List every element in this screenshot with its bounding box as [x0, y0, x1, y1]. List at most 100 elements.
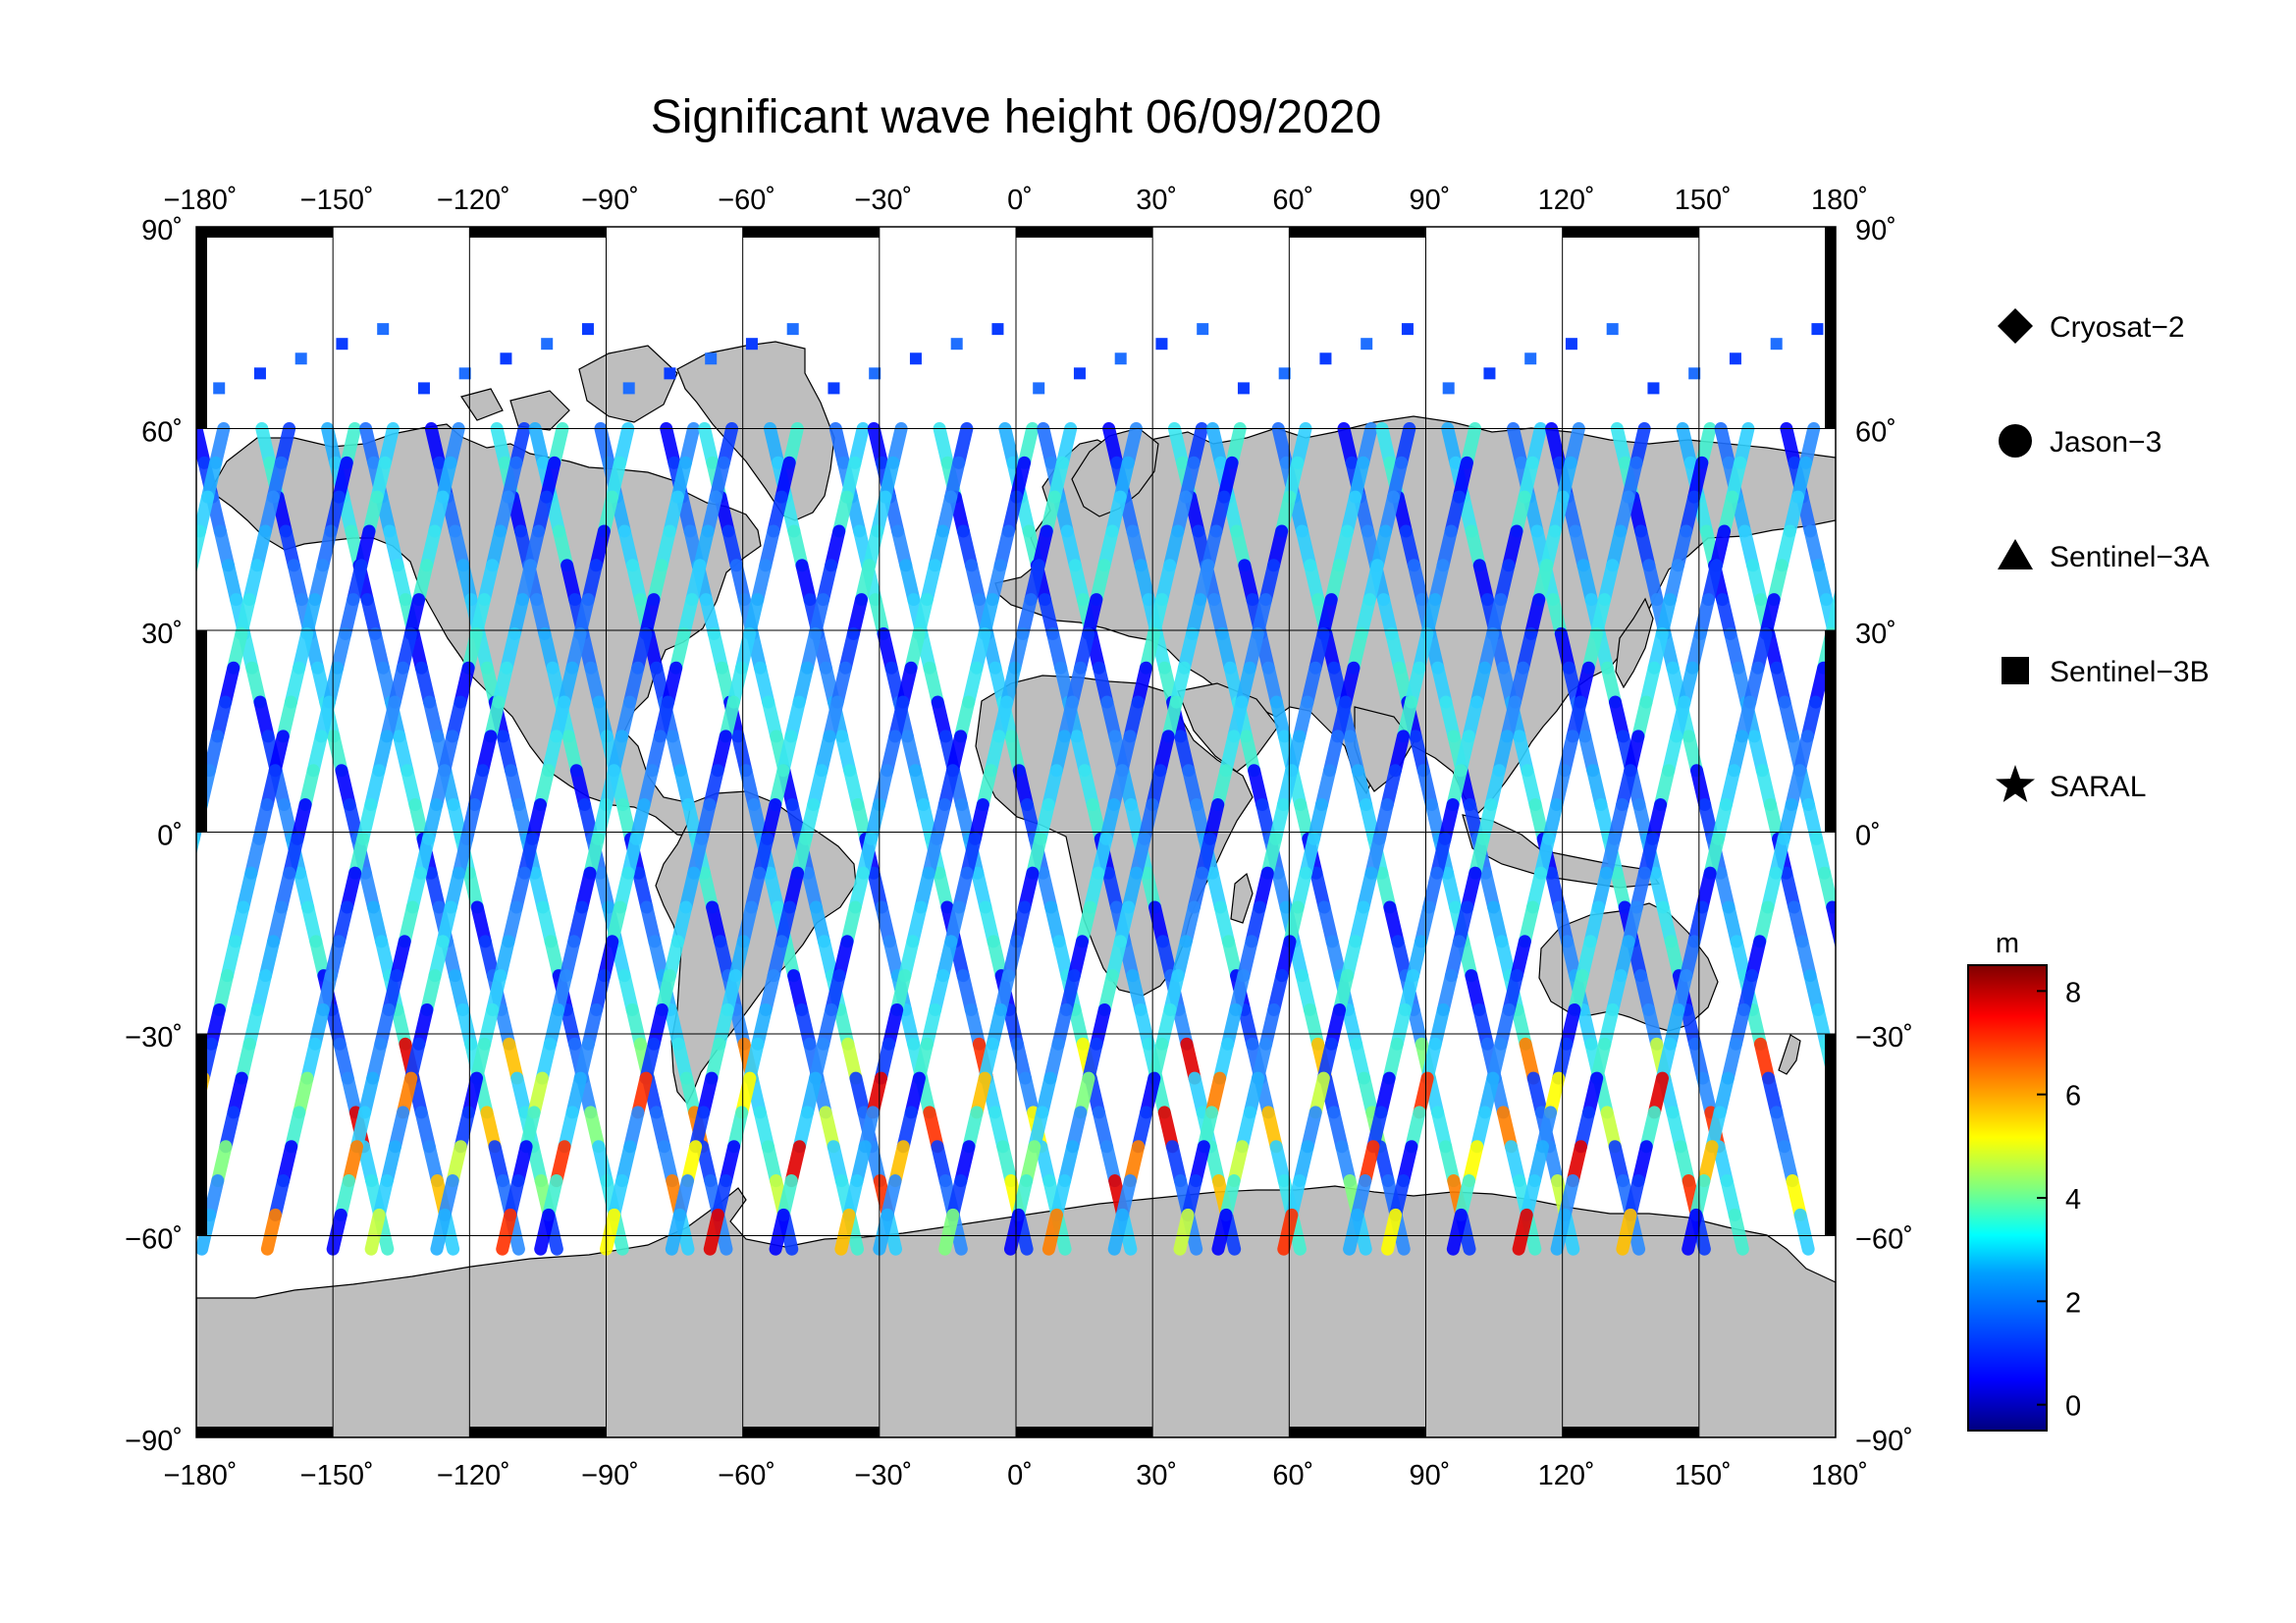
track-segment	[56, 1112, 64, 1147]
frame-bar-bottom	[1289, 1427, 1426, 1437]
chart-title: Significant wave height 06/09/2020	[650, 91, 1382, 143]
lon-tick-label-top: −180˚	[164, 185, 238, 216]
track-marker	[1073, 367, 1086, 380]
lon-tick-label-top: −150˚	[300, 185, 374, 216]
track-marker	[377, 323, 390, 336]
colorbar-tick-label: 8	[2065, 977, 2081, 1008]
track-segment	[196, 1106, 202, 1137]
lon-tick-label-bottom: −120˚	[437, 1460, 510, 1491]
track-segment	[1884, 566, 1892, 600]
lat-tick-label-left: 30˚	[141, 619, 183, 650]
track-segment	[1826, 900, 1836, 947]
lat-tick-label-left: 0˚	[157, 821, 183, 852]
track-segment	[1848, 976, 1856, 1010]
track-segment	[260, 1208, 282, 1256]
track-segment	[1842, 668, 1850, 702]
track-marker	[664, 367, 676, 380]
colorbar-gradient	[1967, 964, 2048, 1432]
track-segment	[178, 873, 186, 907]
frame-bar-top	[742, 227, 880, 238]
track-marker	[1770, 338, 1783, 351]
track-segment	[1963, 907, 1971, 942]
track-marker	[581, 323, 594, 336]
frame-bar-right	[1825, 630, 1836, 833]
track-segment	[1932, 771, 1940, 805]
track-marker	[786, 323, 799, 336]
track-segment	[1446, 1208, 1468, 1256]
lon-tick-label-top: 180˚	[1811, 185, 1868, 216]
track-segment	[1616, 1208, 1637, 1256]
frame-bar-bottom	[742, 1427, 880, 1437]
track-segment	[1946, 1112, 1953, 1147]
track-segment	[1948, 839, 1955, 873]
track-segment	[834, 1208, 856, 1256]
track-segment	[1858, 1181, 1866, 1216]
track-marker	[1401, 323, 1414, 336]
lat-tick-label-right: −90˚	[1855, 1426, 1913, 1457]
legend-label: Sentinel−3B	[2050, 656, 2210, 688]
lat-tick-label-right: 0˚	[1855, 821, 1881, 852]
lon-tick-label-bottom: 60˚	[1272, 1460, 1313, 1491]
colorbar-tick-label: 0	[2065, 1391, 2081, 1423]
colorbar-tick-label: 6	[2065, 1081, 2081, 1112]
track-segment	[1850, 702, 1858, 736]
legend-label: Jason−3	[2050, 426, 2162, 459]
track-segment	[1211, 1208, 1233, 1256]
lat-tick-label-right: 30˚	[1855, 619, 1896, 650]
axis-labels: −180˚ −180˚ −150˚ −150˚ −120˚ −120˚ −90˚ −90˚ −6…	[125, 185, 1913, 1491]
land-greenland	[676, 341, 835, 521]
lon-tick-label-top: −30˚	[854, 185, 912, 216]
legend-label: SARAL	[2050, 771, 2146, 803]
track-segment	[160, 668, 168, 702]
track-segment	[128, 805, 135, 839]
track-segment	[1381, 1208, 1403, 1256]
legend-marker-diamond	[1998, 308, 2033, 344]
track-segment	[364, 1208, 386, 1256]
legend-marker-star	[1996, 765, 2035, 802]
lon-tick-label-bottom: 90˚	[1410, 1460, 1451, 1491]
track-segment	[703, 1208, 724, 1256]
track-segment	[154, 976, 162, 1010]
lon-tick-label-bottom: 180˚	[1811, 1460, 1868, 1491]
frame-bar-right	[1825, 1034, 1836, 1236]
track-segment	[1896, 1181, 1904, 1216]
legend-label: Cryosat−2	[2050, 311, 2185, 344]
lon-tick-label-top: 60˚	[1272, 185, 1313, 216]
track-segment	[98, 1215, 106, 1249]
track-segment	[1850, 1147, 1858, 1181]
track-segment	[1899, 633, 1907, 668]
land-arctic-islands	[460, 345, 678, 431]
track-segment	[1955, 873, 1963, 907]
track-segment	[40, 1181, 48, 1216]
frame-bar-bottom	[469, 1427, 607, 1437]
track-marker	[622, 382, 635, 395]
track-segment	[120, 839, 128, 873]
lat-tick-label-right: 90˚	[1855, 215, 1896, 246]
track-segment	[106, 1181, 114, 1216]
track-marker	[1237, 382, 1250, 395]
track-segment	[73, 1044, 80, 1078]
track-segment	[1908, 668, 1916, 702]
track-marker	[1278, 367, 1291, 380]
track-segment	[162, 942, 170, 976]
track-marker	[417, 382, 430, 395]
legend: Cryosat−2 Jason−3 Sentinel−3A Sentinel−3B SA…	[1996, 308, 2210, 803]
track-marker	[745, 338, 758, 351]
track-segment	[1880, 1112, 1888, 1147]
track-marker	[1729, 352, 1741, 365]
lat-tick-label-left: −30˚	[125, 1022, 183, 1054]
lat-tick-label-right: −60˚	[1855, 1224, 1913, 1256]
lon-tick-label-bottom: −60˚	[718, 1460, 775, 1491]
lon-tick-label-top: −90˚	[581, 185, 639, 216]
track-segment	[180, 1147, 187, 1181]
track-segment	[196, 561, 198, 574]
track-segment	[32, 1215, 40, 1249]
track-segment	[1916, 702, 1924, 736]
lon-tick-label-top: 120˚	[1538, 185, 1595, 216]
track-segment	[1550, 1208, 1572, 1256]
track-segment	[1855, 497, 1863, 531]
track-marker	[1319, 352, 1332, 365]
track-segment	[534, 1208, 556, 1256]
